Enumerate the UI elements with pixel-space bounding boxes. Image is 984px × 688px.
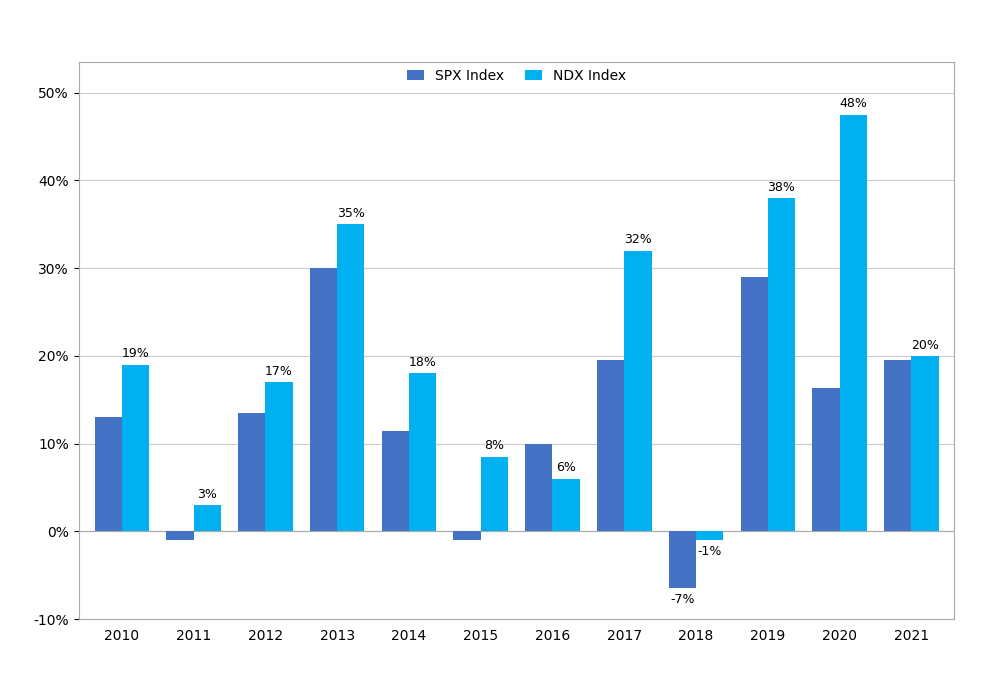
Bar xyxy=(741,277,768,531)
Bar xyxy=(310,268,338,531)
Text: 6%: 6% xyxy=(556,462,576,475)
Bar xyxy=(696,531,723,540)
Bar xyxy=(813,389,839,531)
Text: 48%: 48% xyxy=(839,97,867,110)
Bar xyxy=(409,374,436,531)
Bar xyxy=(194,505,220,531)
Bar xyxy=(768,198,795,531)
Bar xyxy=(454,531,481,540)
Bar xyxy=(481,457,508,531)
Bar xyxy=(382,431,409,531)
Bar xyxy=(911,356,939,531)
Bar xyxy=(885,361,911,531)
Bar xyxy=(669,531,696,588)
Bar xyxy=(597,361,624,531)
Text: 17%: 17% xyxy=(265,365,293,378)
Bar xyxy=(238,413,266,531)
Bar xyxy=(552,479,580,531)
Bar xyxy=(338,224,364,531)
Bar xyxy=(839,115,867,531)
Bar xyxy=(624,250,651,531)
Text: 3%: 3% xyxy=(197,488,217,501)
Text: 18%: 18% xyxy=(408,356,437,369)
Text: -7%: -7% xyxy=(670,593,695,606)
Bar xyxy=(166,531,194,540)
Text: 19%: 19% xyxy=(122,347,150,361)
Text: 38%: 38% xyxy=(768,180,795,193)
Bar xyxy=(266,383,292,531)
Bar xyxy=(122,365,149,531)
Bar xyxy=(94,418,122,531)
Text: 35%: 35% xyxy=(337,207,365,220)
Text: 8%: 8% xyxy=(484,440,505,453)
Bar xyxy=(525,444,552,531)
Text: 20%: 20% xyxy=(911,338,939,352)
Text: -1%: -1% xyxy=(698,545,722,557)
Text: 32%: 32% xyxy=(624,233,651,246)
Legend: SPX Index, NDX Index: SPX Index, NDX Index xyxy=(407,69,626,83)
